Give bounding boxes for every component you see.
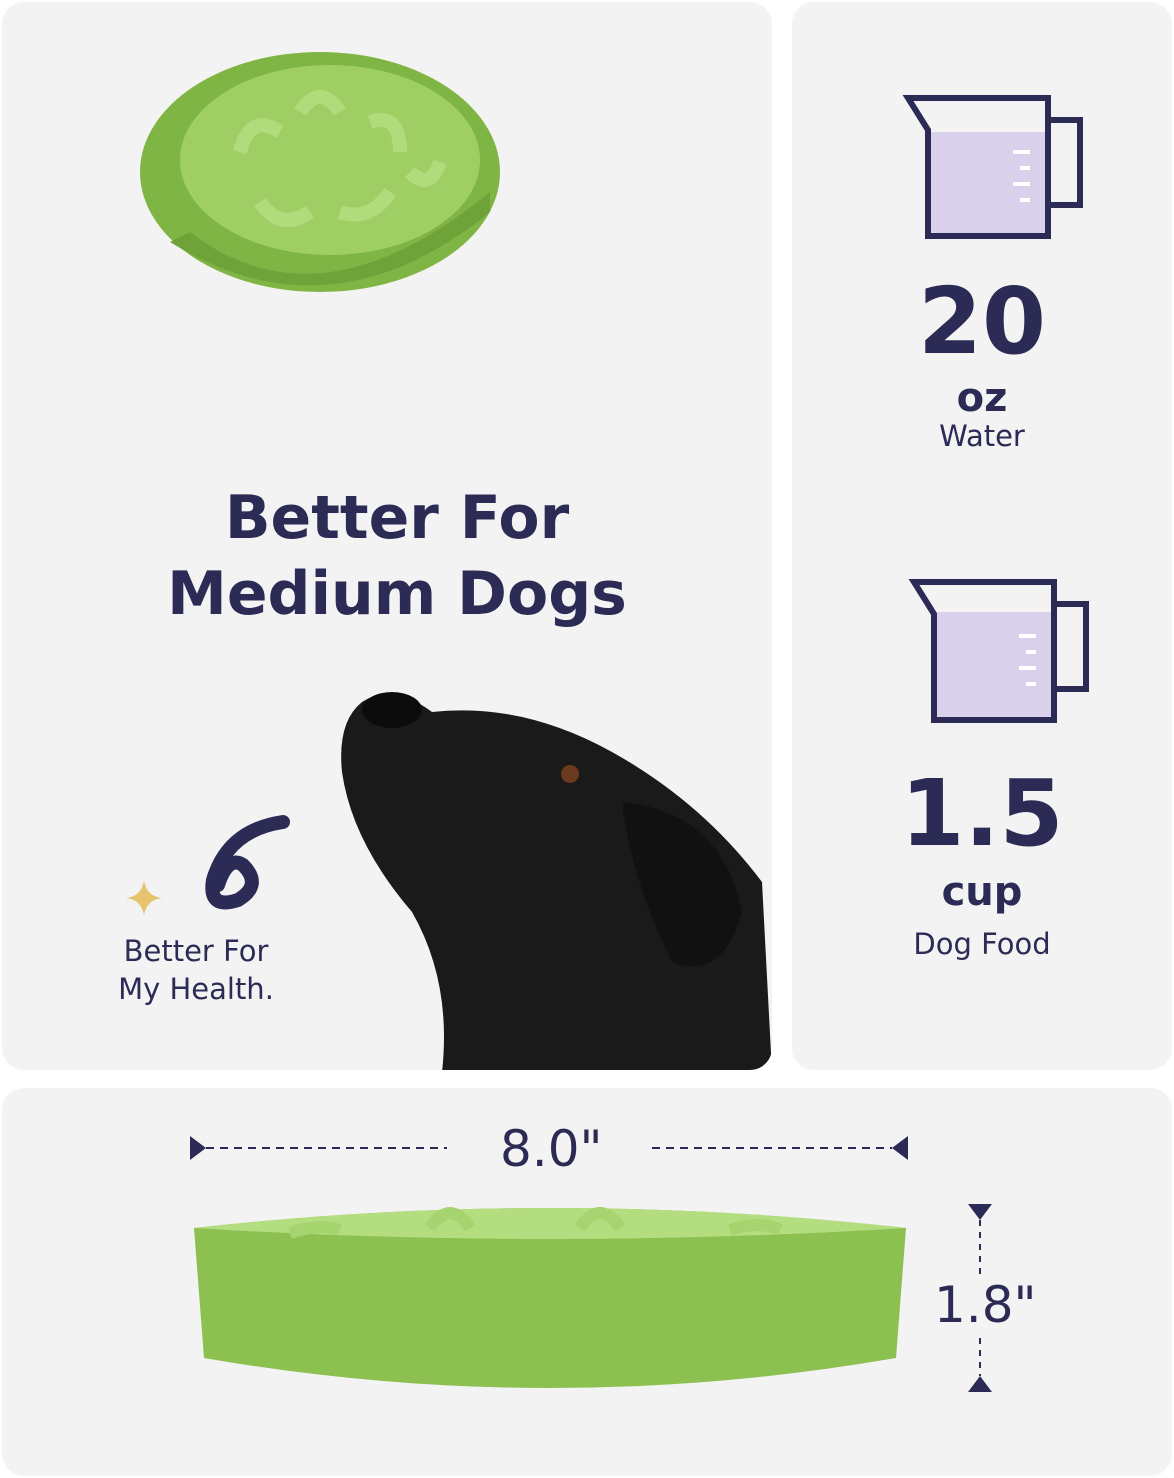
water-amount: 20 [917,268,1047,375]
height-dimension-line [968,1204,992,1392]
bowl-side-view-image [194,1207,906,1388]
width-dimension-line [190,1136,908,1160]
headline: Better For Medium Dogs [2,480,772,632]
badge-line-1: Better For [123,934,269,968]
headline-line-2: Medium Dogs [167,559,627,629]
measuring-cup-food-icon [908,579,1089,723]
bottom-panel: 8.0" 1.8" [2,1088,1172,1476]
sparkle-icon [126,880,162,916]
health-badge: Better For My Health. [106,932,286,1008]
headline-line-1: Better For [224,483,570,553]
scribble-logo-icon [205,815,290,910]
badge-line-2: My Health. [118,972,274,1006]
water-unit: oz [956,375,1008,421]
width-label: 8.0" [500,1120,603,1178]
right-panel: 20 oz Water 1.5 cup Dog Food [792,2,1172,1070]
food-unit: cup [941,869,1023,915]
food-label: Dog Food [913,927,1051,961]
food-amount: 1.5 [900,760,1064,867]
slow-feeder-bowl-image [140,52,500,292]
height-label: 1.8" [934,1276,1037,1334]
measuring-cup-water-icon [902,95,1083,239]
black-labrador-image [341,692,772,1070]
water-label: Water [939,419,1025,453]
left-panel: Better For Medium Dogs Better For My Hea… [2,2,772,1070]
